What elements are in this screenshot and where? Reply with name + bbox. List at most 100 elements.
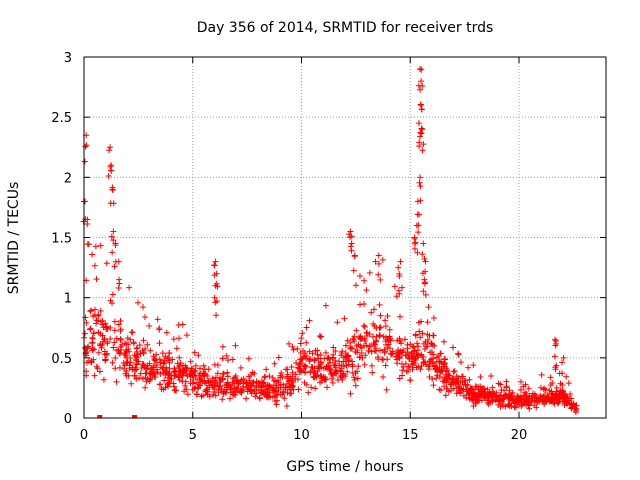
data-point — [156, 325, 163, 332]
data-point — [198, 393, 205, 400]
data-point — [415, 343, 422, 350]
data-point — [351, 376, 358, 383]
data-point — [271, 360, 278, 367]
data-point — [470, 362, 477, 369]
data-point — [123, 348, 130, 355]
data-point — [176, 368, 183, 375]
data-point — [551, 353, 558, 360]
y-tick-label: 0 — [64, 412, 72, 427]
data-point — [81, 158, 88, 165]
data-point — [572, 405, 579, 412]
data-point — [84, 221, 91, 228]
data-point — [503, 378, 510, 385]
data-point — [411, 235, 418, 242]
data-point — [422, 258, 429, 265]
data-point — [109, 300, 116, 307]
data-point — [420, 288, 427, 295]
data-point — [497, 381, 504, 388]
data-point — [417, 133, 424, 140]
data-point — [430, 314, 437, 321]
data-point — [103, 350, 110, 357]
data-point — [143, 370, 150, 377]
axis-ticks: 0 5 10 15 20 0 0.5 1 1.5 2 2.5 3 — [51, 51, 606, 443]
data-point — [317, 379, 324, 386]
data-point — [348, 240, 355, 247]
data-point — [382, 317, 389, 324]
data-point — [433, 354, 440, 361]
data-point — [303, 324, 310, 331]
data-point — [91, 312, 98, 319]
data-point — [160, 364, 167, 371]
data-point — [395, 347, 402, 354]
data-point — [571, 404, 578, 411]
data-point — [195, 352, 202, 359]
data-point — [311, 365, 318, 372]
data-point — [555, 400, 562, 407]
data-point — [89, 335, 96, 342]
data-point — [212, 378, 219, 385]
data-point — [187, 380, 194, 387]
data-point — [225, 357, 232, 364]
data-point — [109, 249, 116, 256]
data-point — [116, 350, 123, 357]
data-point — [188, 369, 195, 376]
data-point — [422, 268, 429, 275]
data-point — [352, 282, 359, 289]
data-point — [318, 375, 325, 382]
data-point — [117, 318, 124, 325]
data-point — [307, 355, 314, 362]
data-point — [375, 356, 382, 363]
data-point — [398, 284, 405, 291]
data-point — [124, 355, 131, 362]
data-point — [440, 363, 447, 370]
data-point — [484, 386, 491, 393]
data-point — [97, 318, 104, 325]
data-point — [162, 384, 169, 391]
data-point — [255, 380, 262, 387]
data-point — [479, 392, 486, 399]
data-point — [453, 373, 460, 380]
data-point — [499, 401, 506, 408]
data-point — [100, 376, 107, 383]
data-point — [219, 355, 226, 362]
data-point — [419, 330, 426, 337]
data-point — [520, 383, 527, 390]
data-point — [408, 349, 415, 356]
data-point — [97, 307, 104, 314]
data-point — [405, 367, 412, 374]
data-point — [377, 276, 384, 283]
data-point — [294, 345, 301, 352]
data-point — [112, 242, 119, 249]
data-point — [376, 324, 383, 331]
data-point — [340, 358, 347, 365]
data-point — [231, 380, 238, 387]
data-point — [234, 385, 241, 392]
data-point — [416, 179, 423, 186]
data-point — [223, 352, 230, 359]
data-point — [110, 228, 117, 235]
data-point — [142, 384, 149, 391]
data-point — [297, 340, 304, 347]
data-point — [251, 370, 258, 377]
data-point — [91, 262, 98, 269]
data-point — [538, 371, 545, 378]
data-point — [171, 365, 178, 372]
data-point — [396, 335, 403, 342]
data-point — [272, 387, 279, 394]
data-point — [110, 344, 117, 351]
data-point — [502, 391, 509, 398]
data-point — [413, 364, 420, 371]
data-point — [283, 402, 290, 409]
data-point — [346, 234, 353, 241]
data-point — [124, 335, 131, 342]
data-point — [361, 277, 368, 284]
data-point — [159, 350, 166, 357]
data-point — [518, 397, 525, 404]
data-point — [113, 378, 120, 385]
data-point — [553, 340, 560, 347]
data-point — [133, 366, 140, 373]
data-point — [338, 374, 345, 381]
data-point — [102, 320, 109, 327]
data-point — [190, 366, 197, 373]
data-point — [85, 357, 92, 364]
